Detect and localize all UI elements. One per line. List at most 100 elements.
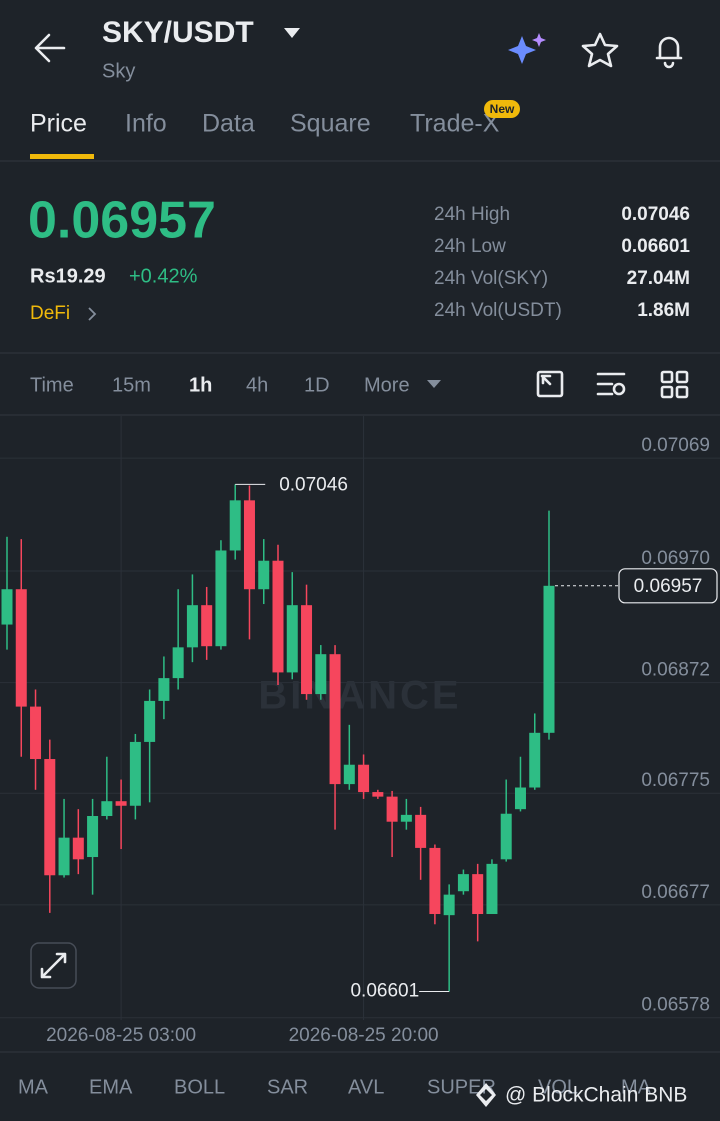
- tab[interactable]: Square: [290, 110, 371, 138]
- candle-body: [115, 801, 127, 806]
- candle-body: [30, 706, 42, 760]
- sector-tag[interactable]: DeFi: [30, 303, 70, 324]
- interval[interactable]: More: [364, 374, 410, 396]
- last-price: 0.06957: [28, 192, 216, 250]
- new-badge: New: [490, 102, 515, 116]
- overlay-text: @ BlockChain BNB: [505, 1084, 687, 1107]
- candle-body: [514, 787, 526, 810]
- watermark: BINANCE: [258, 674, 461, 718]
- indicator[interactable]: AVL: [348, 1076, 384, 1098]
- indicator[interactable]: EMA: [89, 1076, 133, 1098]
- candle-body: [1, 589, 13, 625]
- stat-label: 24h High: [434, 204, 510, 225]
- indicator[interactable]: SAR: [267, 1076, 308, 1098]
- candle-body: [372, 792, 384, 797]
- chart-tool-2[interactable]: [596, 372, 626, 396]
- pair-subtitle: Sky: [102, 60, 135, 82]
- candle-body: [301, 605, 313, 695]
- tab[interactable]: Data: [202, 110, 255, 138]
- y-tick-label: 0.07069: [641, 435, 710, 456]
- stat-value: 0.07046: [621, 204, 690, 225]
- interval[interactable]: 1D: [304, 374, 330, 396]
- candle-body: [343, 764, 355, 785]
- candle-body: [329, 654, 341, 785]
- candle-body: [386, 796, 398, 822]
- tab[interactable]: Trade-X: [410, 110, 500, 138]
- tab[interactable]: Info: [125, 110, 167, 138]
- ai-button[interactable]: [508, 33, 546, 64]
- stat-label: 24h Low: [434, 236, 506, 257]
- candle-body: [443, 894, 455, 916]
- interval[interactable]: 4h: [246, 374, 268, 396]
- tool-icon: [675, 370, 689, 384]
- tab-underline: [30, 154, 94, 159]
- candle-body: [472, 874, 484, 915]
- candle-body: [243, 500, 255, 590]
- ai-icon-spark: [532, 33, 546, 47]
- candle-body: [500, 813, 512, 860]
- candle-body: [15, 589, 27, 707]
- indicator[interactable]: MA: [621, 1076, 652, 1098]
- tab-bar: Price Info Data Square Trade-X: [30, 110, 500, 138]
- candle-body: [415, 814, 427, 848]
- candle-body: [72, 837, 84, 860]
- candle-body: [315, 654, 327, 695]
- pair-dropdown[interactable]: [284, 28, 300, 38]
- low-label: 0.06601: [350, 981, 419, 1002]
- favorite-button[interactable]: [581, 32, 619, 68]
- pair-title[interactable]: SKY/USDT: [102, 16, 254, 49]
- tab[interactable]: Price: [30, 110, 87, 138]
- tool-icon: [660, 370, 674, 384]
- candle-body: [358, 764, 370, 793]
- indicator[interactable]: MA: [18, 1076, 49, 1098]
- indicator-bar: MA EMA BOLL SAR AVL SUPER VOL MA: [18, 1076, 652, 1098]
- interval[interactable]: 15m: [112, 374, 151, 396]
- candle-body: [258, 560, 270, 590]
- candle-body: [129, 741, 141, 806]
- last-price-box: [618, 568, 718, 604]
- chart-tool-3[interactable]: [660, 370, 689, 399]
- interval[interactable]: 1h: [189, 374, 212, 396]
- candle-body: [44, 759, 56, 876]
- indicator[interactable]: VOL: [538, 1076, 578, 1098]
- tool-icon: [536, 370, 564, 398]
- interval[interactable]: Time: [30, 374, 74, 396]
- candle-body: [400, 814, 412, 822]
- sector-chevron: [88, 307, 97, 321]
- stat-label: 24h Vol(SKY): [434, 268, 548, 289]
- new-badge-bg: [484, 100, 520, 118]
- stat-label: 24h Vol(USDT): [434, 300, 562, 321]
- expand-button[interactable]: [30, 942, 77, 989]
- candle-body: [201, 605, 213, 647]
- stat-value: 1.86M: [637, 300, 690, 321]
- indicator[interactable]: BOLL: [174, 1076, 225, 1098]
- candle-body: [215, 550, 227, 647]
- stat-value: 27.04M: [627, 268, 690, 289]
- alert-button[interactable]: [655, 36, 683, 69]
- candle-body: [457, 874, 469, 892]
- candle-body: [144, 700, 156, 742]
- y-tick-label: 0.06970: [641, 548, 710, 569]
- y-tick-label: 0.06578: [641, 995, 710, 1016]
- candle-body: [58, 837, 70, 876]
- candle-body: [186, 605, 198, 648]
- candle-body: [529, 732, 541, 788]
- chart-tool-1[interactable]: [536, 370, 564, 398]
- candlestick-chart: BINANCE 0.07069 0.06970 0.06872 0.06775 0.06…: [0, 416, 720, 1046]
- x-tick-label: 2026-08-25 20:00: [289, 1025, 439, 1046]
- tool-icon: [675, 385, 689, 399]
- overlay-watermark: @ BlockChain BNB: [476, 1083, 687, 1107]
- candle-body: [172, 647, 184, 679]
- y-tick-label: 0.06872: [641, 660, 710, 681]
- last-price-label: 0.06957: [634, 576, 703, 597]
- back-button[interactable]: [34, 33, 66, 63]
- interval-bar: Time 15m 1h 4h 1D More: [30, 374, 410, 396]
- candle-body: [543, 585, 555, 733]
- tool-icon: [660, 385, 674, 399]
- tool-icon: [612, 382, 626, 396]
- more-dropdown[interactable]: [427, 380, 441, 388]
- local-price: Rs19.29: [30, 265, 106, 287]
- candle-body: [229, 500, 241, 551]
- candle-body: [87, 816, 99, 858]
